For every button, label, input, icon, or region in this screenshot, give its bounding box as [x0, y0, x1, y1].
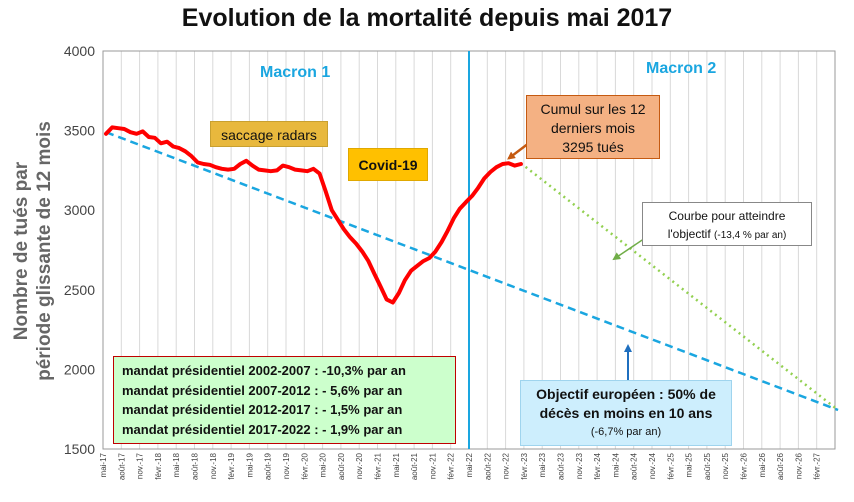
mandat-line3: mandat présidentiel 2012-2017 : - 1,5% p…	[122, 402, 403, 417]
eu-objective-annotation: Objectif européen : 50% de décès en moin…	[520, 380, 732, 446]
x-tick-label: nov.-23	[575, 452, 584, 479]
mandat-line1: mandat présidentiel 2002-2007 : -10,3% p…	[122, 363, 406, 378]
x-tick-label: août-17	[117, 452, 126, 480]
x-tick-label: nov.-25	[721, 452, 730, 479]
cumul-line3: 3295 tués	[562, 139, 624, 155]
x-tick-label: févr.-25	[666, 452, 675, 479]
y-tick-label: 2500	[64, 282, 95, 298]
x-tick-label: mai-24	[611, 452, 620, 477]
objectif-line1: Objectif européen : 50% de	[536, 386, 716, 402]
x-tick-label: nov.-21	[428, 452, 437, 479]
eu-objective-line	[105, 131, 839, 412]
target-curve-line	[520, 162, 839, 411]
x-tick-label: nov.-19	[282, 452, 291, 479]
x-tick-label: mai-25	[685, 452, 694, 477]
mandat-line4: mandat présidentiel 2017-2022 : - 1,9% p…	[122, 421, 403, 437]
x-tick-label: mai-26	[758, 452, 767, 477]
x-tick-label: févr.-20	[300, 452, 309, 479]
x-tick-label: août-20	[337, 452, 346, 480]
x-tick-label: août-19	[264, 452, 273, 480]
x-tick-label: nov.-17	[136, 452, 145, 479]
objectif-line3: (-6,7% par an)	[590, 426, 662, 438]
x-tick-label: août-22	[483, 452, 492, 480]
mortality-line	[104, 125, 523, 305]
x-tick-label: août-23	[557, 452, 566, 480]
cumul-annotation: Cumul sur les 12 derniers mois 3295 tués	[526, 95, 660, 159]
x-tick-label: févr.-24	[593, 452, 602, 479]
y-tick-label: 3000	[64, 202, 95, 218]
x-tick-label: août-21	[410, 452, 419, 480]
x-tick-label: nov.-26	[794, 452, 803, 479]
x-tick-label: févr.-18	[154, 452, 163, 479]
radars-annotation: saccage radars	[210, 121, 328, 147]
x-tick-label: mai-19	[245, 452, 254, 477]
mandat-line2: mandat présidentiel 2007-2012 : - 5,6% p…	[122, 382, 403, 398]
y-axis-label-line1: Nombre de tués par	[11, 161, 32, 341]
x-tick-label: août-24	[630, 452, 639, 480]
y-tick-label: 2000	[64, 361, 95, 377]
target-curve-annotation: Courbe pour atteindre l'objectif (-13,4 …	[642, 202, 812, 246]
x-tick-label: mai-23	[538, 452, 547, 477]
x-tick-label: mai-18	[172, 452, 181, 477]
cumul-line1: Cumul sur les 12	[540, 101, 646, 117]
x-tick-label: févr.-21	[374, 452, 383, 479]
x-tick-label: nov.-20	[355, 452, 364, 479]
y-axis-ticks: 1500 2000 2500 3000 3500 4000	[64, 43, 95, 457]
x-tick-label: août-26	[776, 452, 785, 480]
x-tick-label: févr.-26	[740, 452, 749, 479]
y-tick-label: 4000	[64, 43, 95, 59]
series-group	[104, 125, 839, 412]
x-tick-label: août-25	[703, 452, 712, 480]
covid-annotation: Covid-19	[348, 148, 428, 181]
courbe-line1: Courbe pour atteindre	[668, 209, 786, 223]
x-tick-label: août-18	[191, 452, 200, 480]
mandates-annotation: mandat présidentiel 2002-2007 : -10,3% p…	[113, 356, 456, 444]
macron2-label: Macron 2	[646, 60, 717, 77]
y-axis-label-line2: période glissante de 12 mois	[34, 121, 55, 381]
macron1-label: Macron 1	[260, 64, 331, 81]
x-tick-label: févr.-23	[520, 452, 529, 479]
x-tick-label: févr.-19	[227, 452, 236, 479]
x-tick-label: févr.-22	[447, 452, 456, 479]
x-tick-label: mai-17	[99, 452, 108, 477]
y-tick-label: 1500	[64, 441, 95, 457]
objectif-line2: décès en moins en 10 ans	[539, 405, 713, 421]
y-tick-label: 3500	[64, 123, 95, 139]
x-axis-ticks: mai-17 août-17 nov.-17 févr.-18 mai-18 août-1…	[99, 452, 822, 480]
x-tick-label: nov.-22	[502, 452, 511, 479]
courbe-line2: l'objectif	[667, 227, 711, 241]
cumul-line2: derniers mois	[550, 120, 636, 136]
courbe-line3: (-13,4 % par an)	[714, 230, 787, 241]
x-tick-label: févr.-27	[813, 452, 822, 479]
y-axis-label: Nombre de tués par période glissante de …	[6, 101, 60, 401]
x-tick-label: nov.-18	[209, 452, 218, 479]
x-tick-label: mai-20	[319, 452, 328, 477]
callout-arrows	[507, 139, 661, 392]
x-tick-label: mai-22	[465, 452, 474, 477]
chart-title: Evolution de la mortalité depuis mai 201…	[181, 4, 673, 32]
x-tick-label: mai-21	[392, 452, 401, 477]
x-tick-label: nov.-24	[648, 452, 657, 479]
